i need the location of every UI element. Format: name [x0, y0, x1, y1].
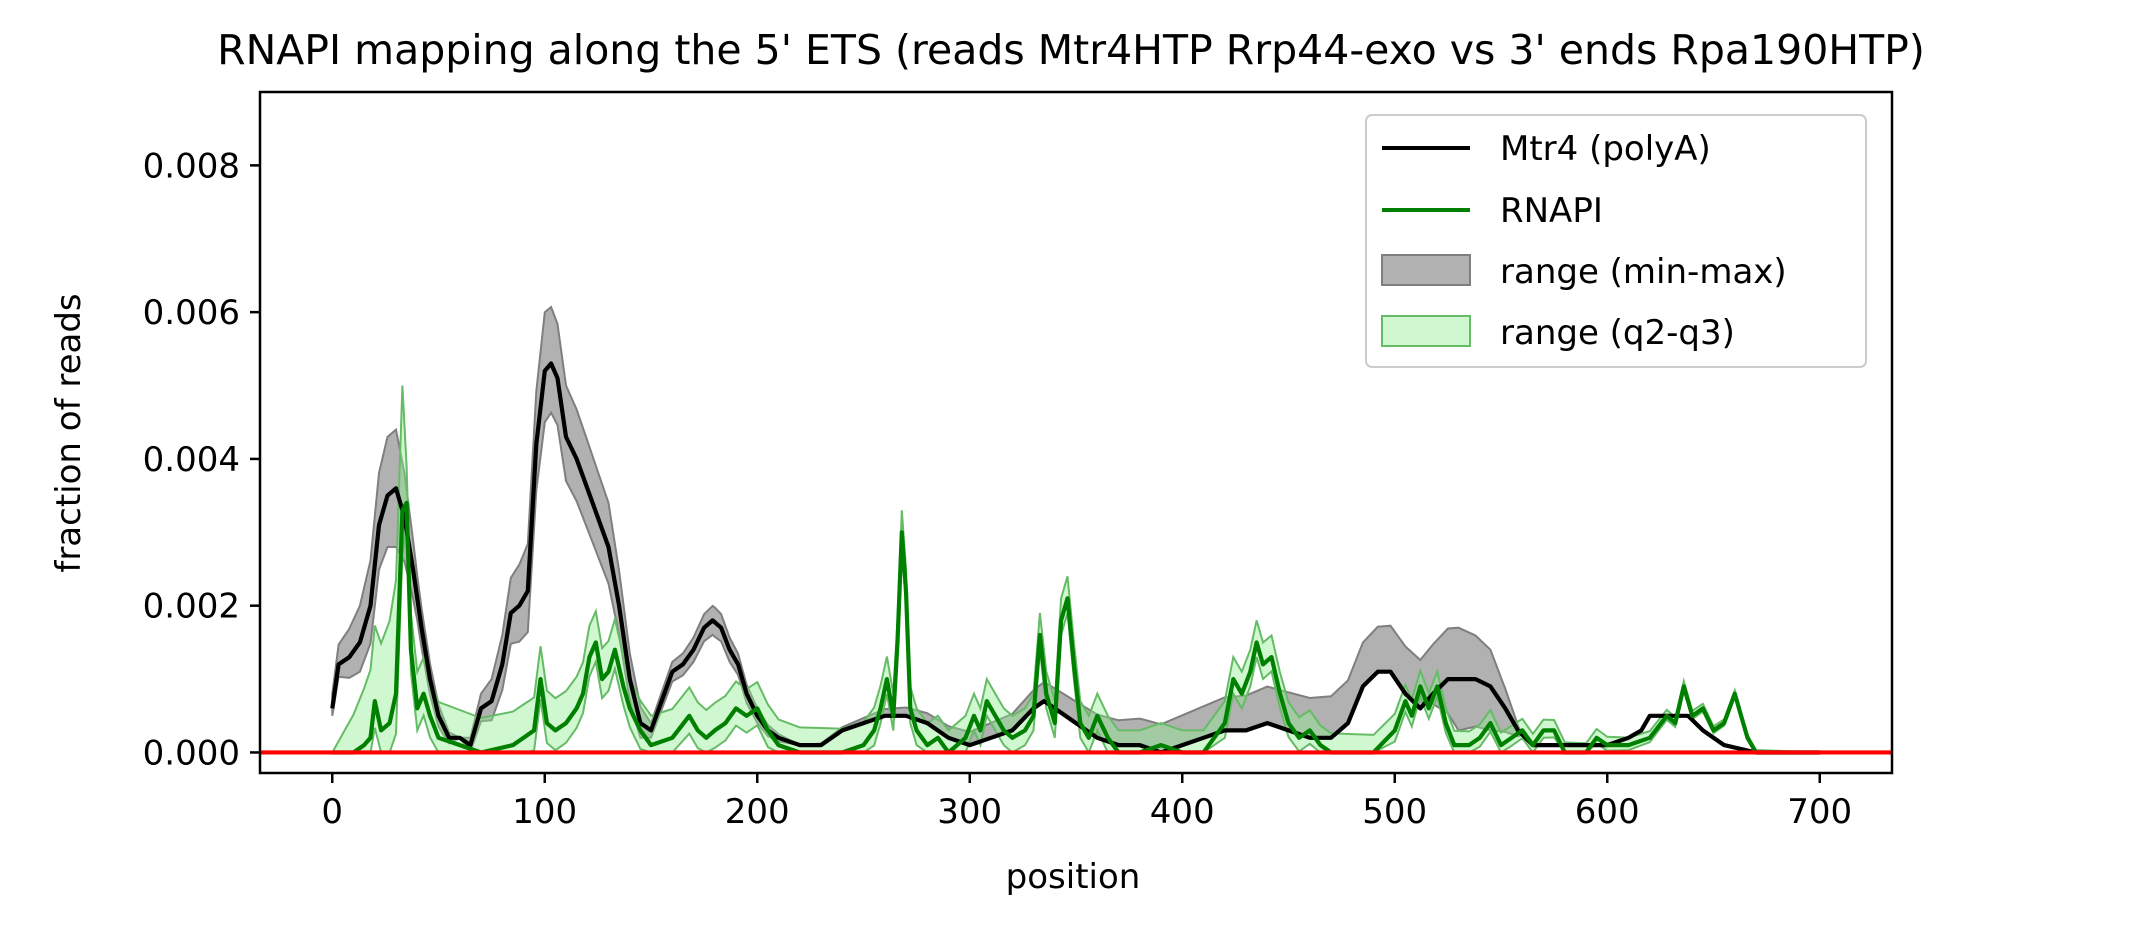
y-axis: 0.000 0.002 0.004 0.006 0.008	[143, 146, 260, 773]
legend-swatch-minmax	[1381, 254, 1471, 286]
x-tick-label: 0	[321, 792, 343, 832]
y-tick-label: 0.002	[143, 587, 240, 627]
plot-content	[330, 305, 1820, 755]
x-tick-label: 600	[1575, 792, 1640, 832]
x-tick-label: 400	[1150, 792, 1215, 832]
legend-label-mtr4: Mtr4 (polyA)	[1500, 129, 1711, 169]
x-tick-label: 200	[725, 792, 790, 832]
series-line-mtr4-polya-	[330, 361, 1820, 755]
y-tick-label: 0.006	[143, 293, 240, 333]
chart-title: RNAPI mapping along the 5' ETS (reads Mt…	[217, 26, 1925, 74]
legend-box	[1365, 114, 1867, 368]
y-tick-label: 0.008	[143, 146, 240, 186]
x-tick-label: 300	[937, 792, 1002, 832]
x-tick-label: 500	[1362, 792, 1427, 832]
y-tick-label: 0.004	[143, 440, 240, 480]
legend-label-rnapi: RNAPI	[1500, 191, 1603, 231]
legend-swatch-q2q3	[1381, 315, 1471, 347]
legend-label-q2q3: range (q2-q3)	[1500, 313, 1735, 353]
y-tick-label: 0.000	[143, 733, 240, 773]
legend-label-minmax: range (min-max)	[1500, 252, 1787, 292]
x-tick-label: 100	[512, 792, 577, 832]
x-tick-label: 700	[1787, 792, 1852, 832]
plot-area	[260, 305, 1892, 755]
x-axis-label: position	[1006, 857, 1141, 897]
plot-frame	[258, 90, 1894, 775]
legend: Mtr4 (polyA) RNAPI range (min-max) range…	[1365, 114, 1867, 368]
series-line-rnapi	[332, 500, 1820, 755]
y-axis-label: fraction of reads	[49, 293, 89, 572]
x-axis: 0 100 200 300 400 500 600 700	[321, 773, 1852, 832]
